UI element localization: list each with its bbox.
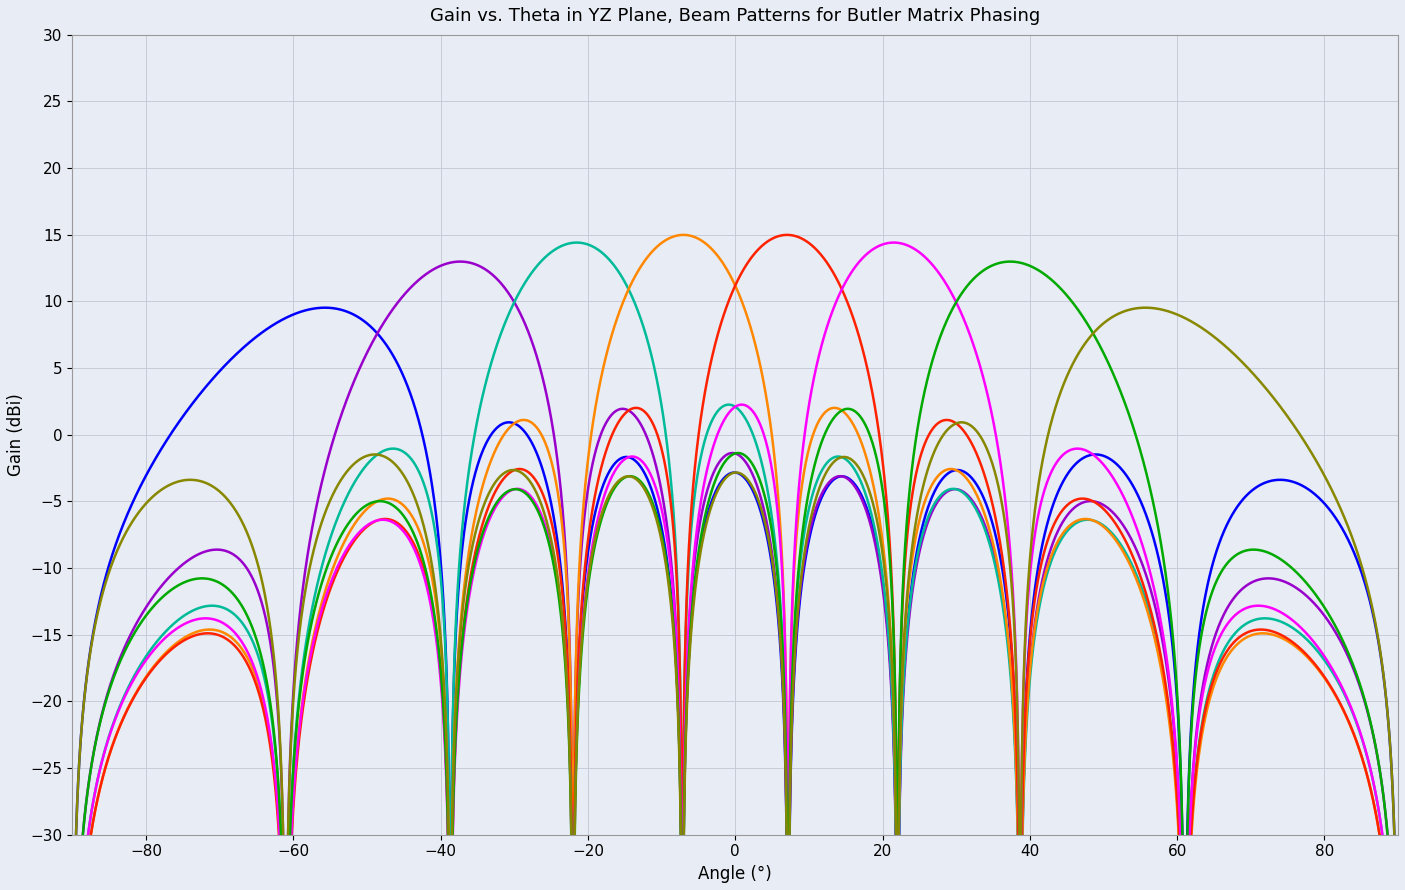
Title: Gain vs. Theta in YZ Plane, Beam Patterns for Butler Matrix Phasing: Gain vs. Theta in YZ Plane, Beam Pattern… [430,7,1040,25]
Y-axis label: Gain (dBi): Gain (dBi) [7,393,25,476]
X-axis label: Angle (°): Angle (°) [698,865,773,883]
